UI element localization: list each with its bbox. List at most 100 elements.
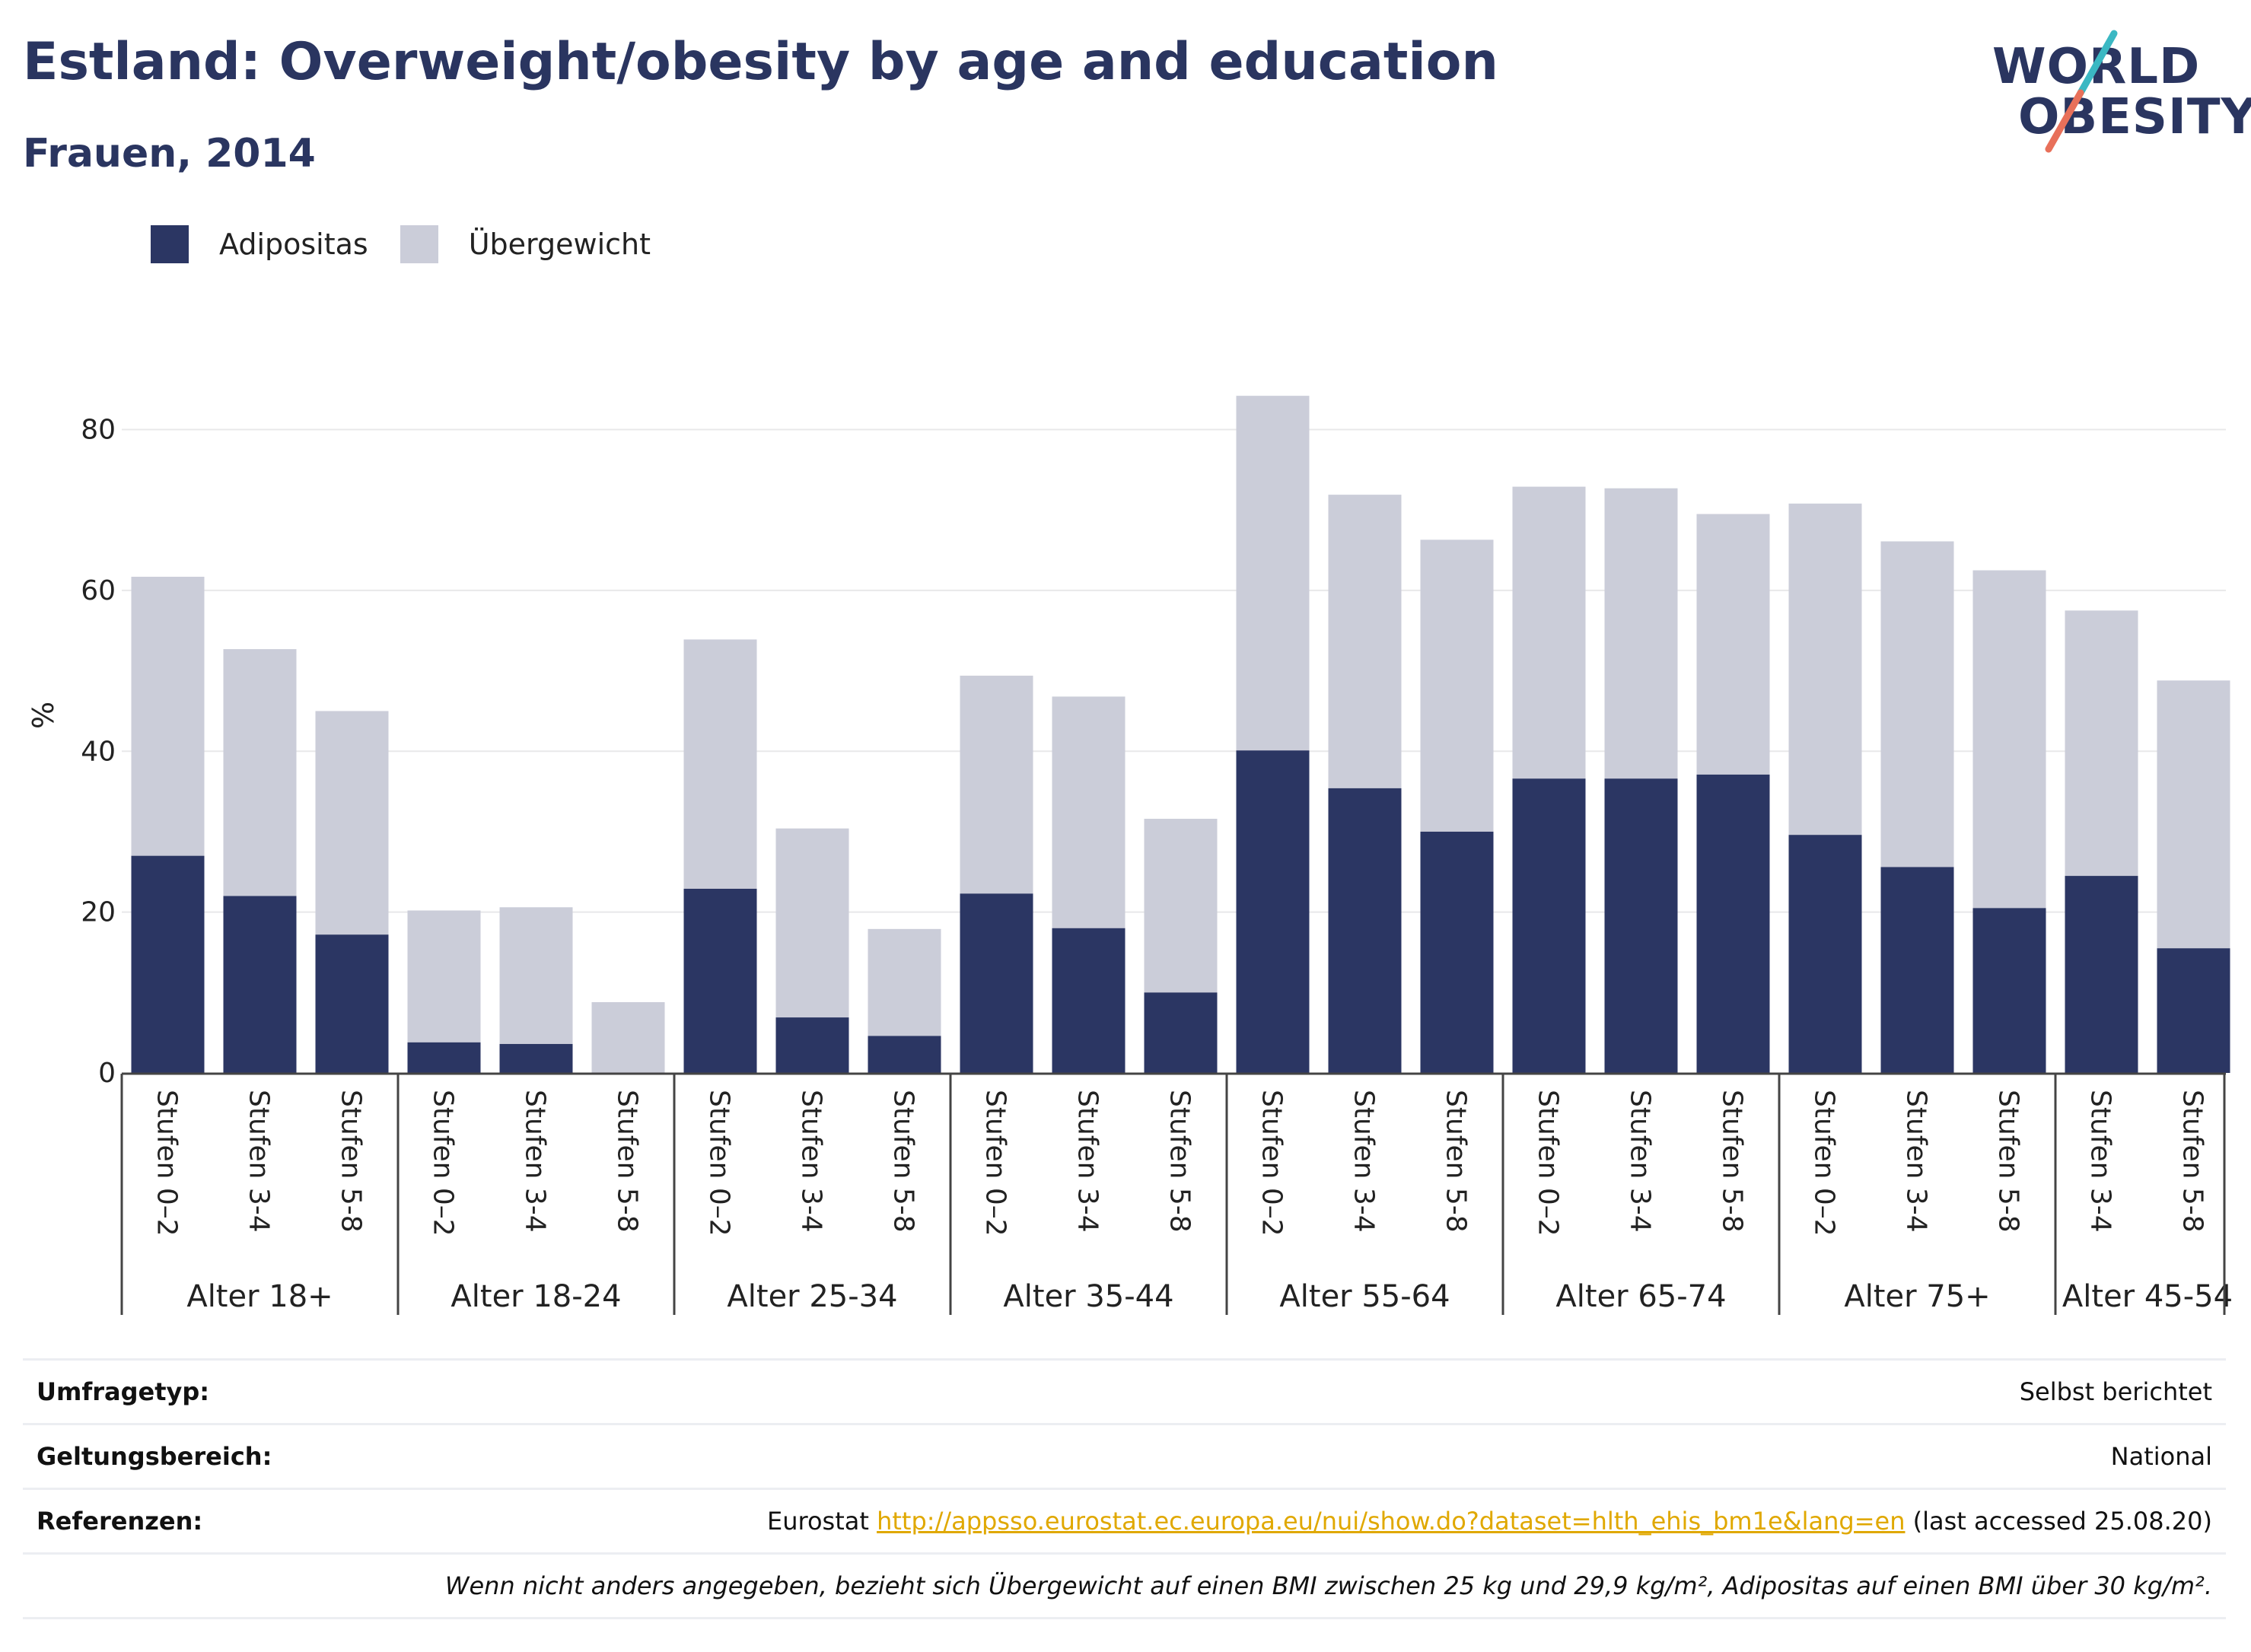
- bar-obesity: [315, 934, 389, 1073]
- y-tick-label: 40: [81, 736, 116, 767]
- bar-overweight: [407, 910, 481, 1042]
- bar-obesity: [683, 888, 757, 1073]
- bar-obesity: [775, 1017, 849, 1073]
- bar-overweight: [315, 711, 389, 935]
- info-row-survey: Umfragetyp: Selbst berichtet: [23, 1358, 2226, 1423]
- x-tick-label: Stufen 5-8: [336, 1090, 367, 1233]
- bar-overweight: [1328, 495, 1402, 788]
- references-label: Referenzen:: [37, 1507, 203, 1536]
- x-tick-label: Stufen 3-4: [1348, 1090, 1380, 1233]
- x-tick-label: Stufen 3-4: [520, 1090, 551, 1233]
- bar-overweight: [1144, 819, 1218, 993]
- x-tick-label: Stufen 0–2: [1533, 1090, 1564, 1237]
- bar-obesity: [131, 855, 205, 1073]
- bar-overweight: [683, 639, 757, 889]
- x-tick-label: Stufen 3-4: [2085, 1090, 2116, 1233]
- bar-obesity: [1696, 774, 1770, 1073]
- x-tick-label: Stufen 3-4: [1072, 1090, 1103, 1233]
- bar-obesity: [1604, 778, 1678, 1073]
- bar-overweight: [223, 649, 297, 896]
- bar-obesity: [2065, 876, 2138, 1073]
- bar-overweight: [1420, 540, 1494, 832]
- x-group-label: Alter 18+: [186, 1279, 333, 1314]
- bar-obesity: [407, 1042, 481, 1073]
- y-tick-label: 80: [81, 415, 116, 446]
- logo-slash-icon: [2045, 30, 2118, 153]
- bar-obesity: [1420, 831, 1494, 1073]
- bar-overweight: [1604, 488, 1678, 779]
- bar-overweight: [1788, 503, 1862, 836]
- survey-type-label: Umfragetyp:: [37, 1377, 210, 1406]
- bar-obesity: [1788, 835, 1862, 1073]
- bar-obesity: [1972, 908, 2046, 1073]
- bar-obesity: [223, 896, 297, 1073]
- bar-overweight: [2157, 680, 2230, 949]
- reference-accessed: (last accessed 25.08.20): [1912, 1507, 2212, 1536]
- bar-overweight: [868, 928, 941, 1036]
- world-obesity-logo: WORLD OBESITY: [1979, 23, 2251, 160]
- legend-label-obesity: Adipositas: [219, 228, 368, 261]
- x-tick-label: Stufen 3-4: [1901, 1090, 1932, 1233]
- bar-overweight: [131, 576, 205, 856]
- x-tick-label: Stufen 3-4: [244, 1090, 275, 1233]
- x-tick-label: Stufen 5-8: [888, 1090, 919, 1233]
- bar-overweight: [499, 907, 573, 1044]
- y-axis-label: %: [27, 702, 60, 729]
- x-tick-label: Stufen 0–2: [428, 1090, 459, 1237]
- bar-overweight: [1696, 514, 1770, 775]
- info-table: Umfragetyp: Selbst berichtet Geltungsber…: [23, 1358, 2226, 1619]
- survey-type-value: Selbst berichtet: [2019, 1377, 2212, 1406]
- bar-obesity: [960, 893, 1033, 1073]
- bmi-definition-note: Wenn nicht anders angegeben, bezieht sic…: [444, 1571, 2212, 1600]
- y-tick-label: 60: [81, 575, 116, 606]
- scope-label: Geltungsbereich:: [37, 1442, 272, 1471]
- bar-overweight: [960, 675, 1033, 894]
- bar-chart: 0 20 40 60 80% Stufen 0–2 Stufen 3-4 Stufen 5-8…: [27, 396, 2233, 1315]
- legend-label-overweight: Übergewicht: [468, 228, 651, 261]
- x-tick-label: Stufen 5-8: [1993, 1090, 2024, 1233]
- bar-overweight: [1972, 570, 2046, 909]
- x-group-label: Alter 75+: [1844, 1279, 1990, 1314]
- x-group-label: Alter 35-44: [1003, 1279, 1173, 1314]
- references-value: Eurostat http://appsso.eurostat.ec.europ…: [767, 1507, 2212, 1536]
- legend-item-obesity: Adipositas: [151, 225, 368, 263]
- bar-overweight: [591, 1002, 665, 1073]
- info-row-note: Wenn nicht anders angegeben, bezieht sic…: [23, 1552, 2226, 1619]
- scope-value: National: [2110, 1442, 2212, 1471]
- bar-obesity: [868, 1036, 941, 1073]
- x-tick-label: Stufen 0–2: [1256, 1090, 1288, 1237]
- x-tick-label: Stufen 5-8: [1164, 1090, 1196, 1233]
- x-group-label: Alter 25-34: [727, 1279, 897, 1314]
- x-tick-label: Stufen 5-8: [612, 1090, 643, 1233]
- x-tick-label: Stufen 5-8: [2177, 1090, 2208, 1233]
- bar-overweight: [1512, 486, 1586, 779]
- x-tick-label: Stufen 3-4: [1625, 1090, 1656, 1233]
- bar-overweight: [2065, 610, 2138, 877]
- reference-link[interactable]: http://appsso.eurostat.ec.europa.eu/nui/…: [877, 1507, 1906, 1536]
- x-group-label: Alter 55-64: [1279, 1279, 1450, 1314]
- bar-obesity: [1512, 778, 1586, 1073]
- bar-obesity: [1880, 867, 1954, 1073]
- bar-obesity: [1052, 928, 1126, 1073]
- x-tick-label: Stufen 0–2: [151, 1090, 183, 1237]
- x-group-label: Alter 65-74: [1555, 1279, 1726, 1314]
- chart-legend: Adipositas Übergewicht: [151, 225, 683, 263]
- legend-swatch-obesity: [151, 225, 189, 263]
- x-group-label: Alter 18-24: [451, 1279, 621, 1314]
- bar-obesity: [1236, 750, 1310, 1073]
- bar-obesity: [1328, 788, 1402, 1073]
- y-tick-label: 0: [98, 1058, 116, 1089]
- reference-source: Eurostat: [767, 1507, 869, 1536]
- legend-swatch-overweight: [400, 225, 438, 263]
- x-tick-label: Stufen 5-8: [1441, 1090, 1472, 1233]
- info-row-references: Referenzen: Eurostat http://appsso.euros…: [23, 1488, 2226, 1552]
- bar-obesity: [499, 1043, 573, 1073]
- bar-overweight: [1236, 396, 1310, 751]
- bar-overweight: [1880, 541, 1954, 867]
- bar-overweight: [1052, 696, 1126, 928]
- x-tick-label: Stufen 0–2: [980, 1090, 1011, 1237]
- y-tick-label: 20: [81, 897, 116, 928]
- info-row-scope: Geltungsbereich: National: [23, 1423, 2226, 1488]
- x-tick-label: Stufen 5-8: [1717, 1090, 1748, 1233]
- chart-title: Estland: Overweight/obesity by age and e…: [23, 32, 1498, 92]
